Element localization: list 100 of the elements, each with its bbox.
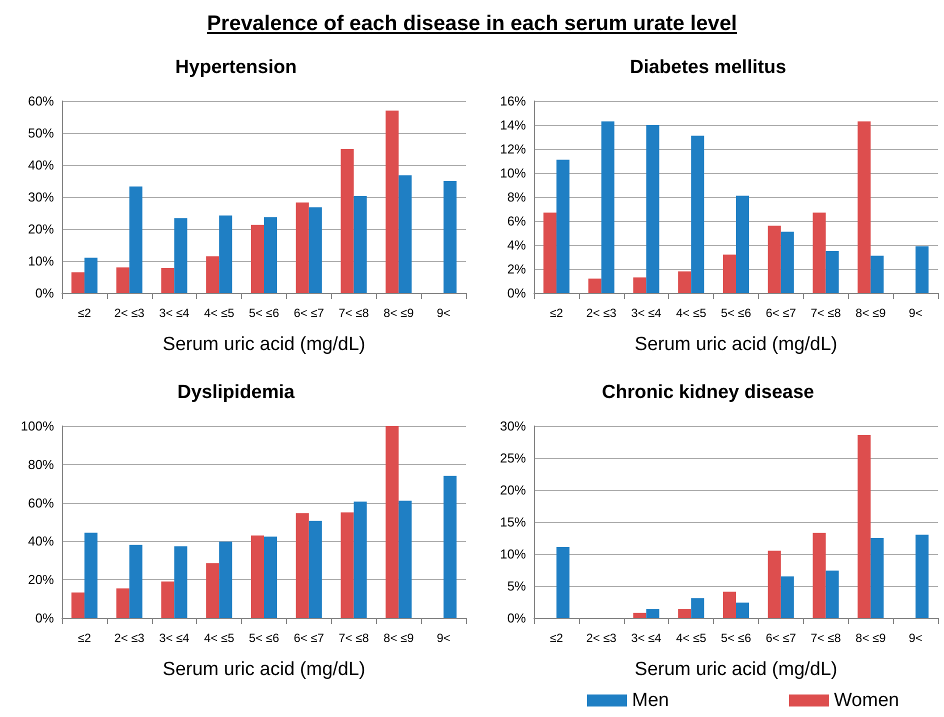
x-tick-label: 5< ≤6	[248, 306, 280, 320]
bar	[398, 175, 412, 293]
y-tick-label: 2%	[507, 262, 526, 276]
bar	[250, 224, 264, 293]
y-tick-label: 15%	[500, 514, 526, 530]
bar	[129, 186, 142, 293]
x-tick-label: 8< ≤9	[856, 306, 886, 320]
y-tick-label: 40%	[28, 158, 54, 172]
y-tick-label: 10%	[28, 254, 54, 268]
y-tick-label: 10%	[500, 166, 526, 180]
x-tick-label: 5< ≤6	[720, 631, 752, 645]
bar	[84, 258, 98, 293]
bar	[340, 149, 354, 293]
y-tick-label: 6%	[507, 214, 526, 228]
y-tick-label: 40%	[28, 534, 54, 549]
bar	[250, 535, 264, 618]
x-tick-label: 9<	[436, 306, 450, 320]
x-tick-label: 2< ≤3	[586, 631, 617, 645]
x-tick-label: 8< ≤9	[384, 306, 414, 320]
bar	[870, 256, 884, 293]
bar	[736, 196, 750, 293]
bar	[588, 278, 602, 293]
bar	[826, 251, 839, 293]
legend-label: Women	[834, 690, 900, 711]
y-tick-label: 0%	[507, 286, 526, 300]
bar	[556, 546, 570, 618]
y-tick-label: 25%	[500, 450, 526, 466]
x-tick-label: 3< ≤4	[631, 631, 662, 645]
x-tick-label: 6< ≤7	[294, 631, 324, 645]
x-tick-label: 5< ≤6	[720, 306, 752, 320]
y-tick-label: 0%	[507, 610, 526, 626]
x-tick-label: 4< ≤5	[676, 631, 707, 645]
x-tick-label: 6< ≤7	[766, 631, 796, 645]
bar	[780, 576, 794, 618]
y-tick-label: 10%	[500, 546, 526, 562]
y-tick-label: 80%	[28, 456, 54, 472]
bar	[398, 500, 412, 618]
bar	[780, 232, 794, 293]
x-tick-label: ≤2	[550, 306, 564, 320]
bar	[556, 160, 570, 293]
bar	[296, 202, 309, 293]
bar	[691, 136, 704, 293]
x-tick-label: 8< ≤9	[384, 631, 414, 645]
chart-title: Diabetes mellitus	[630, 57, 786, 78]
x-tick-label: 2< ≤3	[114, 306, 145, 320]
bar	[678, 271, 692, 293]
bar	[71, 592, 84, 618]
x-tick-label: 7< ≤8	[338, 306, 370, 320]
x-tick-label: 8< ≤9	[856, 631, 886, 645]
bar	[812, 532, 826, 618]
x-tick-label: 6< ≤7	[294, 306, 324, 320]
x-tick-label: ≤2	[550, 631, 564, 645]
x-tick-label: 9<	[908, 306, 922, 320]
bar	[116, 267, 130, 293]
x-tick-label: 4< ≤5	[204, 306, 235, 320]
y-tick-label: 16%	[500, 94, 526, 108]
bar	[736, 602, 750, 618]
bar	[219, 542, 232, 618]
bar	[646, 125, 660, 293]
x-axis-title: Serum uric acid (mg/dL)	[634, 659, 838, 680]
bar	[444, 476, 457, 618]
x-tick-label: 2< ≤3	[114, 631, 145, 645]
legend-label: Men	[632, 690, 669, 711]
bar	[308, 207, 322, 293]
bar	[206, 563, 220, 618]
bar	[354, 502, 367, 618]
bar	[678, 609, 692, 618]
bar	[386, 110, 399, 293]
y-tick-label: 20%	[28, 222, 54, 236]
bar	[174, 218, 188, 293]
bar	[916, 534, 929, 618]
y-tick-label: 0%	[35, 610, 54, 626]
x-tick-label: 4< ≤5	[676, 306, 707, 320]
x-axis-title: Serum uric acid (mg/dL)	[634, 334, 838, 355]
bar	[354, 196, 367, 293]
y-tick-label: 5%	[507, 578, 526, 594]
bar	[826, 570, 839, 618]
x-tick-label: 3< ≤4	[631, 306, 662, 320]
chart-title: Dyslipidemia	[177, 382, 296, 403]
y-tick-label: 50%	[28, 126, 54, 140]
bar	[84, 532, 98, 618]
y-tick-label: 20%	[500, 482, 526, 498]
bar	[543, 212, 556, 293]
bar	[264, 217, 278, 293]
bar	[116, 588, 130, 618]
x-tick-label: 5< ≤6	[248, 631, 280, 645]
bar	[174, 546, 188, 618]
bar	[646, 609, 660, 618]
x-axis-title: Serum uric acid (mg/dL)	[162, 659, 366, 680]
x-tick-label: 4< ≤5	[204, 631, 235, 645]
bar	[71, 272, 84, 293]
bar	[161, 582, 174, 618]
y-tick-label: 14%	[500, 118, 526, 132]
x-tick-label: 6< ≤7	[766, 306, 796, 320]
bar	[858, 121, 871, 293]
bar	[206, 256, 220, 293]
bar	[768, 226, 781, 293]
y-tick-label: 8%	[507, 190, 526, 204]
y-tick-label: 30%	[28, 190, 54, 204]
bar	[340, 512, 354, 618]
